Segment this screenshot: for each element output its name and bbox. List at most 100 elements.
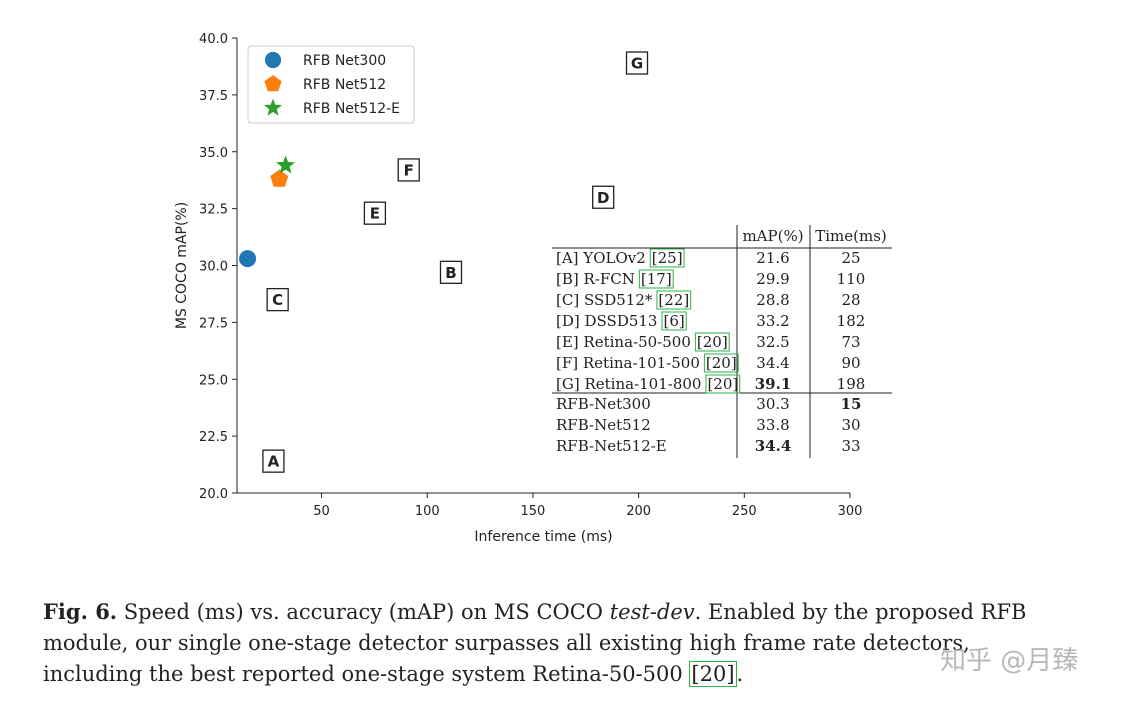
- box-label-b: B: [439, 260, 463, 284]
- box-label-frame: [439, 260, 463, 284]
- y-tick-label: 35.0: [199, 146, 228, 161]
- results-table: mAP(%) Time(ms) [A] YOLOv2 [25] 21.6 25 [B] R-…: [552, 225, 892, 458]
- table-header-time: Time(ms): [815, 227, 887, 245]
- table-row-time: 110: [837, 270, 866, 288]
- box-label-text: B: [445, 264, 456, 282]
- table-row-time: 25: [841, 249, 860, 267]
- table-row-name: RFB-Net512-E: [556, 437, 667, 455]
- table-row-name: [A] YOLOv2: [556, 249, 646, 267]
- y-tick-label: 27.5: [199, 316, 228, 331]
- table-row-ref: [20]: [706, 354, 737, 372]
- table-row-map: 33.8: [756, 416, 789, 434]
- y-tick-label: 37.5: [199, 89, 228, 104]
- box-label-text: F: [404, 161, 414, 179]
- table-row-time: 30: [841, 416, 860, 434]
- x-tick-label: 100: [415, 504, 440, 519]
- table-row-ref: [17]: [641, 270, 672, 288]
- table-ref-box: [694, 332, 730, 352]
- table-row-time: 15: [841, 395, 862, 413]
- table-row-map: 39.1: [755, 375, 792, 393]
- y-tick-label: 25.0: [199, 373, 228, 388]
- table-row-time: 33: [841, 437, 860, 455]
- point-rfb-net512: [270, 169, 289, 187]
- box-label-frame: [363, 201, 387, 225]
- table-ref-box: [649, 248, 685, 268]
- legend-label: RFB Net512-E: [303, 101, 400, 117]
- box-label-c: C: [266, 287, 289, 312]
- data-points: [239, 155, 296, 268]
- table-row-time: 182: [837, 312, 866, 330]
- caption-fig-label: Fig. 6.: [43, 599, 118, 624]
- table-row-ref: [20]: [707, 375, 738, 393]
- table-row-map: 30.3: [756, 395, 789, 413]
- point-rfb-net300: [239, 250, 257, 268]
- table-row-time: 198: [837, 375, 866, 393]
- legend: RFB Net300 RFB Net512 RFB Net512-E: [247, 45, 415, 124]
- point-rfb-net512-e: [276, 155, 296, 174]
- legend-frame: [247, 45, 415, 124]
- table-row-map: 34.4: [755, 437, 792, 455]
- box-label-frame: [397, 158, 420, 182]
- caption-text-1: Speed (ms) vs. accuracy (mAP) on MS COCO: [117, 600, 610, 624]
- table-row-name: [B] R-FCN: [556, 270, 635, 288]
- table-row-name: [E] Retina-50-500: [556, 333, 691, 351]
- table-row-name: [C] SSD512*: [556, 291, 653, 309]
- table-row-map: 28.8: [756, 291, 789, 309]
- table-row-time: 90: [841, 354, 860, 372]
- table-ref-box: [661, 311, 687, 331]
- table-row-name: [G] Retina-101-800: [556, 375, 701, 393]
- box-label-d: D: [592, 185, 615, 209]
- table-row-ref: [25]: [652, 249, 683, 267]
- legend-marker-rfb-net512: [264, 74, 282, 92]
- box-label-text: D: [597, 189, 609, 207]
- box-label-text: G: [631, 55, 643, 73]
- box-label-frame: [266, 287, 289, 312]
- box-label-text: A: [268, 453, 280, 471]
- table-ref-box: [656, 290, 692, 310]
- x-tick-label: 50: [313, 504, 330, 519]
- box-label-f: F: [397, 158, 420, 182]
- legend-marker-rfb-net512-e: [263, 98, 283, 116]
- table-row-map: 32.5: [756, 333, 789, 351]
- table-ref-box: [705, 374, 741, 394]
- box-label-frame: [262, 449, 285, 473]
- x-tick-label: 150: [521, 504, 546, 519]
- y-tick-label: 20.0: [199, 487, 228, 502]
- box-label-frame: [592, 185, 615, 209]
- table-row-map: 21.6: [756, 249, 789, 267]
- caption-ref: [20]: [689, 661, 737, 687]
- x-tick-label: 200: [626, 504, 651, 519]
- box-label-frame: [625, 51, 649, 75]
- y-tick-label: 30.0: [199, 260, 228, 275]
- table-row-ref: [22]: [658, 291, 689, 309]
- legend-label: RFB Net512: [303, 77, 386, 93]
- table-row-map: 29.9: [756, 270, 789, 288]
- table-row-time: 28: [841, 291, 860, 309]
- caption-text-2: . Enabled by the proposed RFB module, ou…: [43, 600, 1027, 686]
- box-label-g: G: [625, 51, 649, 75]
- caption-italic: test-dev: [609, 600, 695, 624]
- y-tick-label: 40.0: [199, 32, 228, 47]
- table-row-name: RFB-Net512: [556, 416, 651, 434]
- y-axis-label: MS COCO mAP(%): [174, 202, 190, 329]
- watermark: 知乎 @月臻: [940, 646, 1079, 676]
- method-box-labels: A B C D E F G: [262, 51, 649, 473]
- y-tick-label: 22.5: [199, 430, 228, 445]
- table-row-name: RFB-Net300: [556, 395, 651, 413]
- x-tick-label: 250: [732, 504, 757, 519]
- box-label-e: E: [363, 201, 387, 225]
- table-row-ref: [6]: [663, 312, 684, 330]
- box-label-a: A: [262, 449, 285, 473]
- table-row-ref: [20]: [697, 333, 728, 351]
- x-axis-label: Inference time (ms): [474, 529, 612, 545]
- table-row-name: [F] Retina-101-500: [556, 354, 700, 372]
- x-tick-label: 300: [838, 504, 863, 519]
- table-row-map: 33.2: [756, 312, 789, 330]
- table-row-name: [D] DSSD513: [556, 312, 657, 330]
- caption-text-3: .: [736, 662, 744, 686]
- table-ref-box: [703, 353, 739, 373]
- legend-label: RFB Net300: [303, 53, 386, 69]
- table-ref-box: [638, 269, 674, 289]
- axes: 50 100 150 200 250 300 20.0 22.5 25.0 27.5 30.0 32.…: [174, 32, 862, 545]
- scatter-chart: 50 100 150 200 250 300 20.0 22.5 25.0 27.5 30.0 32.…: [174, 32, 892, 545]
